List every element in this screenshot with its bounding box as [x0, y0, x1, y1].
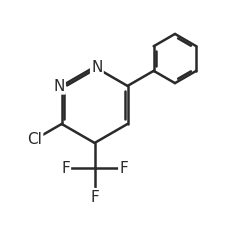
Text: F: F [119, 160, 128, 175]
Text: N: N [91, 60, 103, 75]
Text: F: F [90, 189, 99, 204]
Text: N: N [53, 79, 65, 94]
Text: F: F [61, 160, 70, 175]
Text: Cl: Cl [27, 131, 42, 146]
